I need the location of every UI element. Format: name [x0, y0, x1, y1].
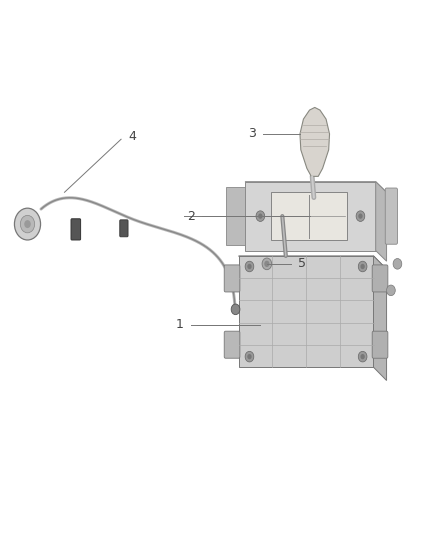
Circle shape	[247, 264, 252, 269]
Circle shape	[264, 261, 269, 267]
Circle shape	[356, 211, 365, 221]
Text: 5: 5	[298, 257, 306, 270]
FancyBboxPatch shape	[120, 220, 128, 237]
Circle shape	[360, 354, 365, 359]
Circle shape	[358, 261, 367, 272]
Circle shape	[245, 351, 254, 362]
Circle shape	[245, 261, 254, 272]
Polygon shape	[300, 108, 329, 176]
Polygon shape	[226, 187, 245, 245]
Text: 2: 2	[187, 209, 194, 223]
Circle shape	[14, 208, 41, 240]
Text: 1: 1	[176, 318, 184, 332]
Circle shape	[358, 214, 363, 219]
FancyBboxPatch shape	[372, 265, 388, 292]
Circle shape	[231, 304, 240, 314]
Text: 4: 4	[128, 130, 136, 143]
Circle shape	[20, 215, 35, 233]
Circle shape	[247, 354, 252, 359]
Polygon shape	[271, 192, 347, 240]
Polygon shape	[245, 182, 376, 251]
Circle shape	[24, 220, 31, 228]
Polygon shape	[245, 182, 387, 192]
Text: 3: 3	[248, 127, 256, 140]
FancyBboxPatch shape	[71, 219, 81, 240]
Circle shape	[258, 214, 262, 219]
FancyBboxPatch shape	[224, 331, 240, 358]
Circle shape	[358, 351, 367, 362]
Circle shape	[360, 264, 365, 269]
Circle shape	[387, 285, 395, 296]
Polygon shape	[376, 182, 387, 261]
FancyBboxPatch shape	[385, 188, 397, 244]
Circle shape	[256, 211, 265, 221]
Circle shape	[262, 258, 272, 270]
Circle shape	[393, 259, 402, 269]
Polygon shape	[374, 256, 387, 381]
Polygon shape	[239, 256, 387, 269]
Polygon shape	[239, 256, 374, 367]
FancyBboxPatch shape	[224, 265, 240, 292]
FancyBboxPatch shape	[372, 331, 388, 358]
